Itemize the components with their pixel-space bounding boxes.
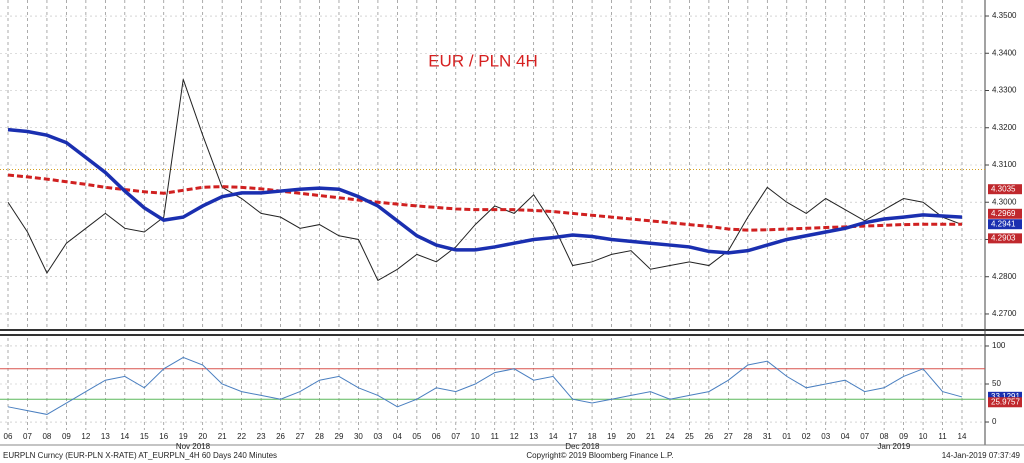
x-tick-label: 21	[646, 432, 655, 441]
x-tick-label: 26	[276, 432, 285, 441]
price-label: 4.2969	[991, 209, 1016, 218]
x-tick-label: 19	[179, 432, 188, 441]
x-tick-label: 06	[432, 432, 441, 441]
x-tick-label: 29	[335, 432, 344, 441]
x-tick-label: 10	[471, 432, 480, 441]
x-tick-label: 31	[763, 432, 772, 441]
x-tick-label: 22	[237, 432, 246, 441]
y-tick-label: 4.3200	[992, 123, 1017, 132]
price-label-box	[988, 208, 1022, 219]
y-tick-label: 4.3000	[992, 197, 1017, 206]
price-label: 4.2903	[991, 233, 1016, 242]
price-label: 4.2941	[991, 219, 1016, 228]
y-tick-label: 4.2700	[992, 309, 1017, 318]
footer-left: EURPLN Curncy (EUR-PLN X-RATE) AT_EURPLN…	[3, 451, 277, 460]
x-tick-label: 13	[101, 432, 110, 441]
x-tick-label: 13	[529, 432, 538, 441]
price-label-box	[988, 391, 1022, 402]
x-tick-label: 28	[743, 432, 752, 441]
x-tick-label: 14	[958, 432, 967, 441]
x-tick-label: 20	[627, 432, 636, 441]
month-label: Dec 2018	[565, 442, 600, 451]
x-tick-label: 27	[724, 432, 733, 441]
x-tick-label: 10	[919, 432, 928, 441]
y-tick-label: 4.3500	[992, 11, 1017, 20]
x-tick-label: 11	[491, 432, 500, 441]
y-tick-label: 50	[992, 379, 1001, 388]
x-tick-label: 17	[568, 432, 577, 441]
x-tick-label: 24	[666, 432, 675, 441]
price-label-box	[988, 397, 1022, 408]
y-tick-label: 4.3300	[992, 86, 1017, 95]
y-tick-label: 4.3100	[992, 160, 1017, 169]
x-tick-label: 15	[140, 432, 149, 441]
x-tick-label: 06	[4, 432, 13, 441]
x-tick-label: 03	[821, 432, 830, 441]
x-tick-label: 25	[685, 432, 694, 441]
x-tick-label: 21	[218, 432, 227, 441]
x-tick-label: 05	[412, 432, 421, 441]
x-tick-label: 18	[588, 432, 597, 441]
x-tick-label: 07	[23, 432, 32, 441]
price-label-box	[988, 184, 1022, 195]
price-label: 4.3035	[991, 184, 1016, 193]
price-label-box	[988, 219, 1022, 230]
x-tick-label: 04	[841, 432, 850, 441]
footer-right: 14-Jan-2019 07:37:49	[942, 451, 1021, 460]
series-line	[7, 173, 962, 232]
series-line	[7, 79, 963, 282]
x-tick-label: 07	[860, 432, 869, 441]
x-tick-label: 07	[451, 432, 460, 441]
x-tick-label: 27	[296, 432, 305, 441]
series-line	[7, 356, 963, 415]
y-tick-label: 100	[992, 341, 1006, 350]
x-tick-label: 09	[62, 432, 71, 441]
price-label-box	[988, 233, 1022, 244]
y-tick-label: 0	[992, 417, 997, 426]
x-tick-label: 12	[510, 432, 519, 441]
x-tick-label: 11	[938, 432, 947, 441]
price-label: 33.1291	[991, 392, 1020, 401]
series-line	[7, 127, 963, 255]
chart-title: EUR / PLN 4H	[428, 51, 538, 70]
x-tick-label: 02	[802, 432, 811, 441]
y-tick-label: 4.3400	[992, 48, 1017, 57]
x-tick-label: 04	[393, 432, 402, 441]
month-label: Jan 2019	[877, 442, 910, 451]
x-tick-label: 12	[81, 432, 90, 441]
x-tick-label: 14	[549, 432, 558, 441]
x-tick-label: 03	[373, 432, 382, 441]
x-tick-label: 30	[354, 432, 363, 441]
x-tick-label: 23	[257, 432, 266, 441]
footer-center: Copyright© 2019 Bloomberg Finance L.P.	[526, 451, 673, 460]
x-tick-label: 20	[198, 432, 207, 441]
x-tick-label: 16	[159, 432, 168, 441]
x-tick-label: 09	[899, 432, 908, 441]
x-tick-label: 08	[42, 432, 51, 441]
x-tick-label: 08	[880, 432, 889, 441]
price-label: 25.9757	[991, 397, 1020, 406]
y-tick-label: 4.2800	[992, 272, 1017, 281]
x-tick-label: 14	[120, 432, 129, 441]
x-tick-label: 01	[782, 432, 791, 441]
x-tick-label: 19	[607, 432, 616, 441]
month-label: Nov 2018	[176, 442, 211, 451]
x-tick-label: 26	[704, 432, 713, 441]
x-tick-label: 28	[315, 432, 324, 441]
